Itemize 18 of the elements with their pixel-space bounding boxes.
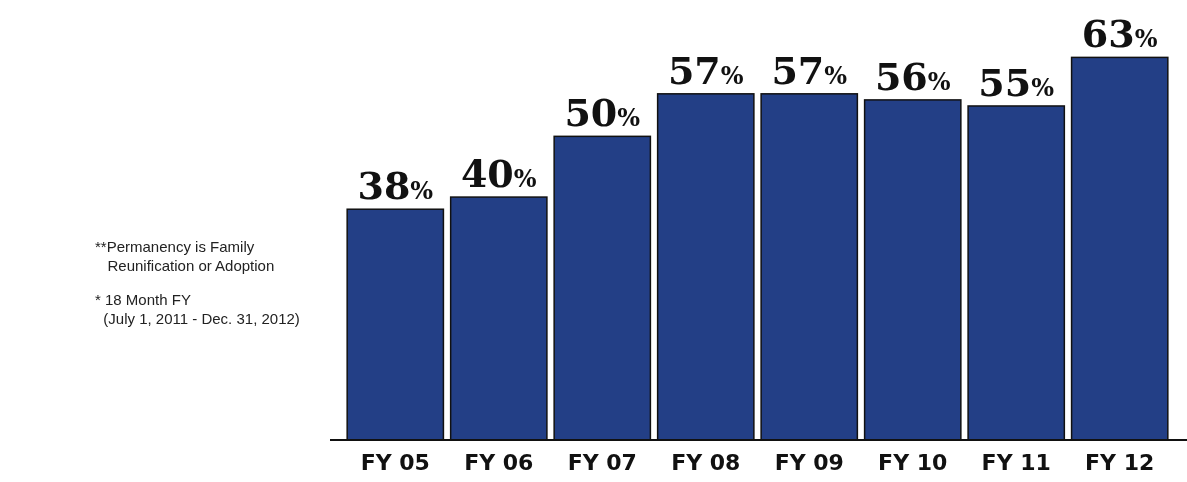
data-label: 57% <box>667 47 744 93</box>
x-tick-label: FY 12 <box>1085 449 1155 475</box>
text: **Permanency is Family Reunification or Adoption <box>95 238 275 274</box>
x-tick-label: FY 09 <box>774 449 844 475</box>
data-label: 56% <box>874 53 951 99</box>
x-tick-label: FY 10 <box>878 449 948 475</box>
text: * 18 Month FY (July 1, 2011 - Dec. 31, 2012) <box>95 291 300 327</box>
data-label: 55% <box>978 59 1055 105</box>
x-tick-label: FY 08 <box>671 449 741 475</box>
data-label: 40% <box>460 151 537 197</box>
data-label: 63% <box>1081 11 1158 57</box>
x-tick-label: FY 05 <box>360 449 430 475</box>
x-tick-label: FY 07 <box>567 449 637 475</box>
data-label: 50% <box>564 90 641 136</box>
x-tick-label: FY 11 <box>981 449 1051 475</box>
data-label: 38% <box>357 163 434 209</box>
x-tick-label: FY 06 <box>464 449 534 475</box>
data-label: 57% <box>771 47 848 93</box>
